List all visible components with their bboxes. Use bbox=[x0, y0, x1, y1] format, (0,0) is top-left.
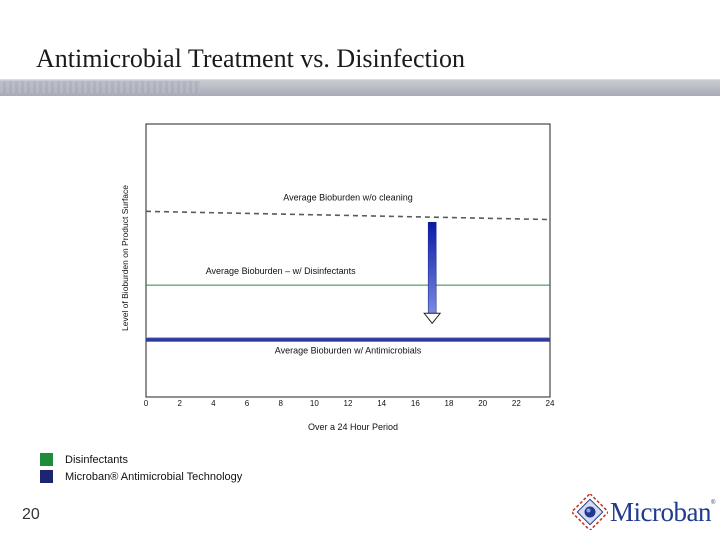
microban-diamond-icon bbox=[572, 494, 608, 530]
plot-area bbox=[145, 123, 551, 398]
legend-label: Disinfectants bbox=[65, 453, 128, 466]
slide-number: 20 bbox=[22, 506, 40, 523]
slide-title: Antimicrobial Treatment vs. Disinfection bbox=[36, 44, 465, 73]
title-divider-texture bbox=[0, 81, 200, 93]
series-band-antimicrobials bbox=[146, 337, 550, 342]
x-tick-label: 10 bbox=[310, 399, 319, 408]
legend-item-disinfectants: Disinfectants bbox=[40, 452, 242, 467]
reduction-arrow-shaft bbox=[427, 222, 437, 314]
legend-item-microban: Microban® Antimicrobial Technology bbox=[40, 469, 242, 484]
logo-trademark: ® bbox=[710, 500, 716, 506]
x-tick-label: 14 bbox=[377, 399, 386, 408]
x-tick-label: 16 bbox=[411, 399, 420, 408]
x-tick-label: 20 bbox=[478, 399, 487, 408]
x-tick-label: 2 bbox=[177, 399, 182, 408]
x-tick-label: 6 bbox=[245, 399, 250, 408]
x-tick-label: 12 bbox=[344, 399, 353, 408]
series-annotation: Average Bioburden w/o cleaning bbox=[283, 192, 412, 202]
legend: Disinfectants Microban® Antimicrobial Te… bbox=[40, 452, 242, 486]
x-tick-label: 0 bbox=[144, 399, 149, 408]
legend-label: Microban® Antimicrobial Technology bbox=[65, 470, 243, 483]
series-annotation: Average Bioburden w/ Antimicrobials bbox=[275, 345, 422, 355]
legend-swatch-microban bbox=[40, 470, 53, 483]
x-axis-label: Over a 24 Hour Period bbox=[308, 422, 398, 432]
series-line-no-cleaning bbox=[145, 210, 551, 221]
logo-wordmark: Microban bbox=[610, 496, 711, 527]
x-tick-label: 22 bbox=[512, 399, 521, 408]
x-tick-label: 24 bbox=[546, 399, 555, 408]
microban-logo: Microban ® bbox=[572, 494, 715, 530]
x-tick-label: 18 bbox=[445, 399, 454, 408]
bioburden-chart: Average Bioburden w/o cleaning Average Bi… bbox=[120, 123, 555, 432]
reduction-arrow-head bbox=[423, 312, 442, 325]
legend-swatch-disinfectants bbox=[40, 453, 53, 466]
x-tick-label: 8 bbox=[278, 399, 283, 408]
series-annotation: Average Bioburden – w/ Disinfectants bbox=[206, 266, 356, 276]
y-axis-label: Level of Bioburden on Product Surface bbox=[120, 185, 130, 331]
x-tick-label: 4 bbox=[211, 399, 216, 408]
